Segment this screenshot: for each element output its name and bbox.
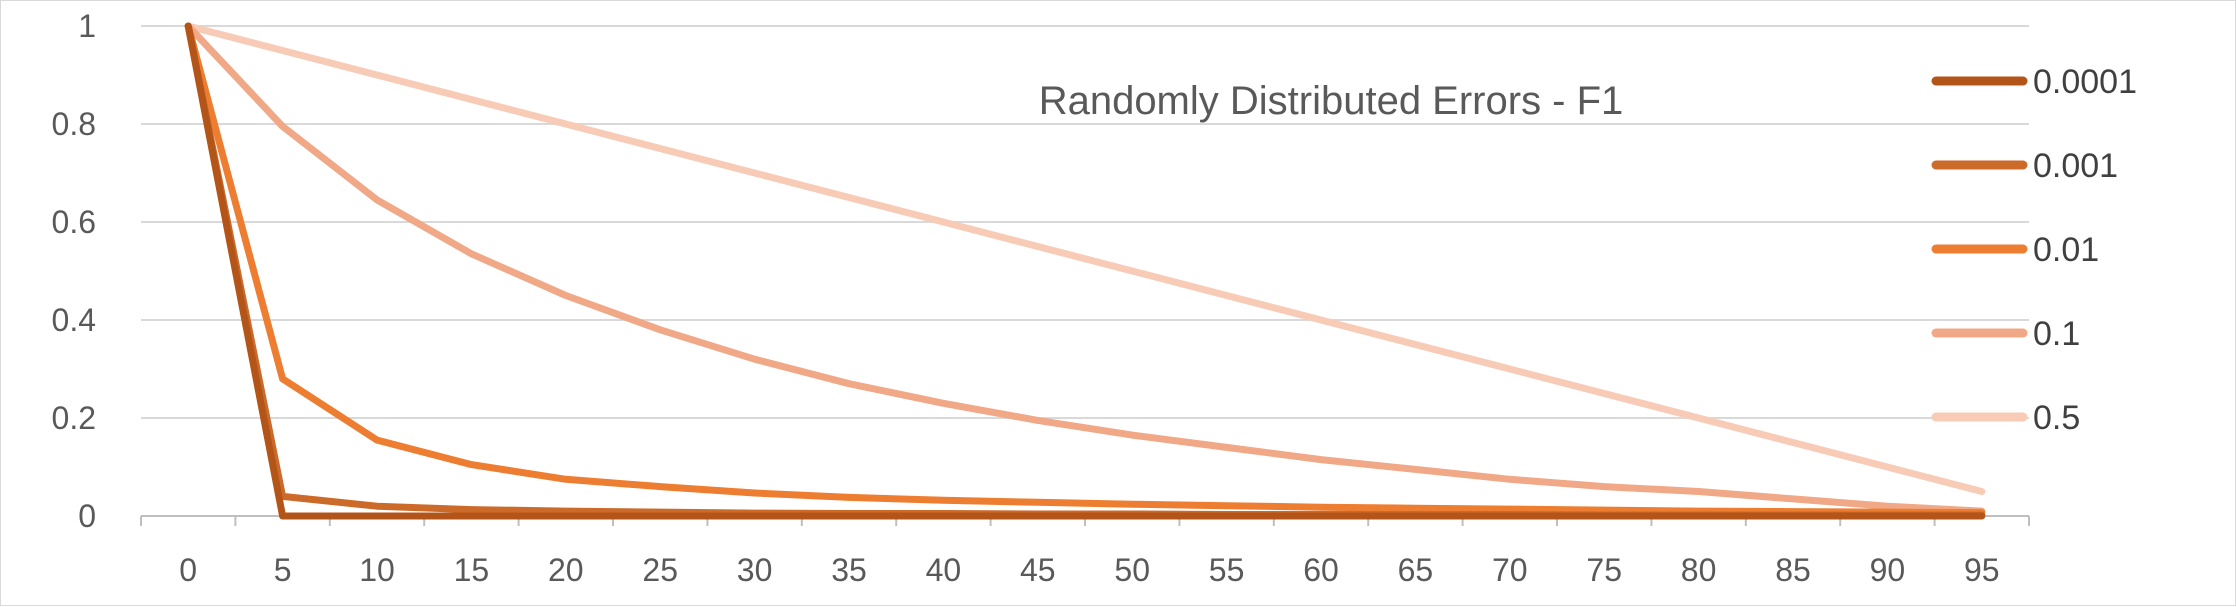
series-line-0-0001 <box>184 22 1986 520</box>
x-tick-label: 65 <box>1398 552 1434 588</box>
series-line-0-1 <box>184 22 1986 515</box>
legend-label: 0.1 <box>2033 315 2080 353</box>
y-tick-label: 0.2 <box>52 400 96 436</box>
legend: 0.0001 0.001 0.01 0.1 0.5 <box>1931 63 2137 437</box>
x-tick-label: 15 <box>454 552 490 588</box>
x-tick-label: 90 <box>1870 552 1906 588</box>
series-line-0-5 <box>184 22 1986 495</box>
x-tick-label: 95 <box>1964 552 2000 588</box>
x-tick-label: 85 <box>1775 552 1811 588</box>
x-tick-label: 25 <box>642 552 678 588</box>
x-tick-label: 70 <box>1492 552 1528 588</box>
x-tick-label: 20 <box>548 552 584 588</box>
x-tick-label: 30 <box>737 552 773 588</box>
legend-label: 0.5 <box>2033 399 2080 437</box>
legend-label: 0.001 <box>2033 147 2118 185</box>
x-tick-label: 0 <box>179 552 197 588</box>
series-lines <box>184 22 1986 520</box>
x-tick-label: 5 <box>274 552 292 588</box>
x-tick-label: 75 <box>1586 552 1622 588</box>
x-tick-label: 40 <box>926 552 962 588</box>
y-tick-label: 1 <box>78 8 96 44</box>
y-tick-label: 0 <box>78 498 96 534</box>
series-line-0-01 <box>184 22 1986 517</box>
legend-label: 0.01 <box>2033 231 2099 269</box>
y-tick-label: 0.8 <box>52 106 96 142</box>
y-tick-label: 0.4 <box>52 302 96 338</box>
x-tick-label: 50 <box>1114 552 1150 588</box>
x-tick-label: 60 <box>1303 552 1339 588</box>
x-tick-label: 10 <box>359 552 395 588</box>
x-tick-label: 55 <box>1209 552 1245 588</box>
axes: 00.20.40.60.810 5 10 15 20 25 30 35 40 45 50 55 60 65… <box>52 8 2030 588</box>
legend-label: 0.0001 <box>2033 63 2137 101</box>
x-tick-label: 80 <box>1681 552 1717 588</box>
chart-title: Randomly Distributed Errors - F1 <box>1039 79 1624 123</box>
x-tick-label: 35 <box>831 552 867 588</box>
x-tick-label: 45 <box>1020 552 1056 588</box>
y-tick-label: 0.6 <box>52 204 96 240</box>
